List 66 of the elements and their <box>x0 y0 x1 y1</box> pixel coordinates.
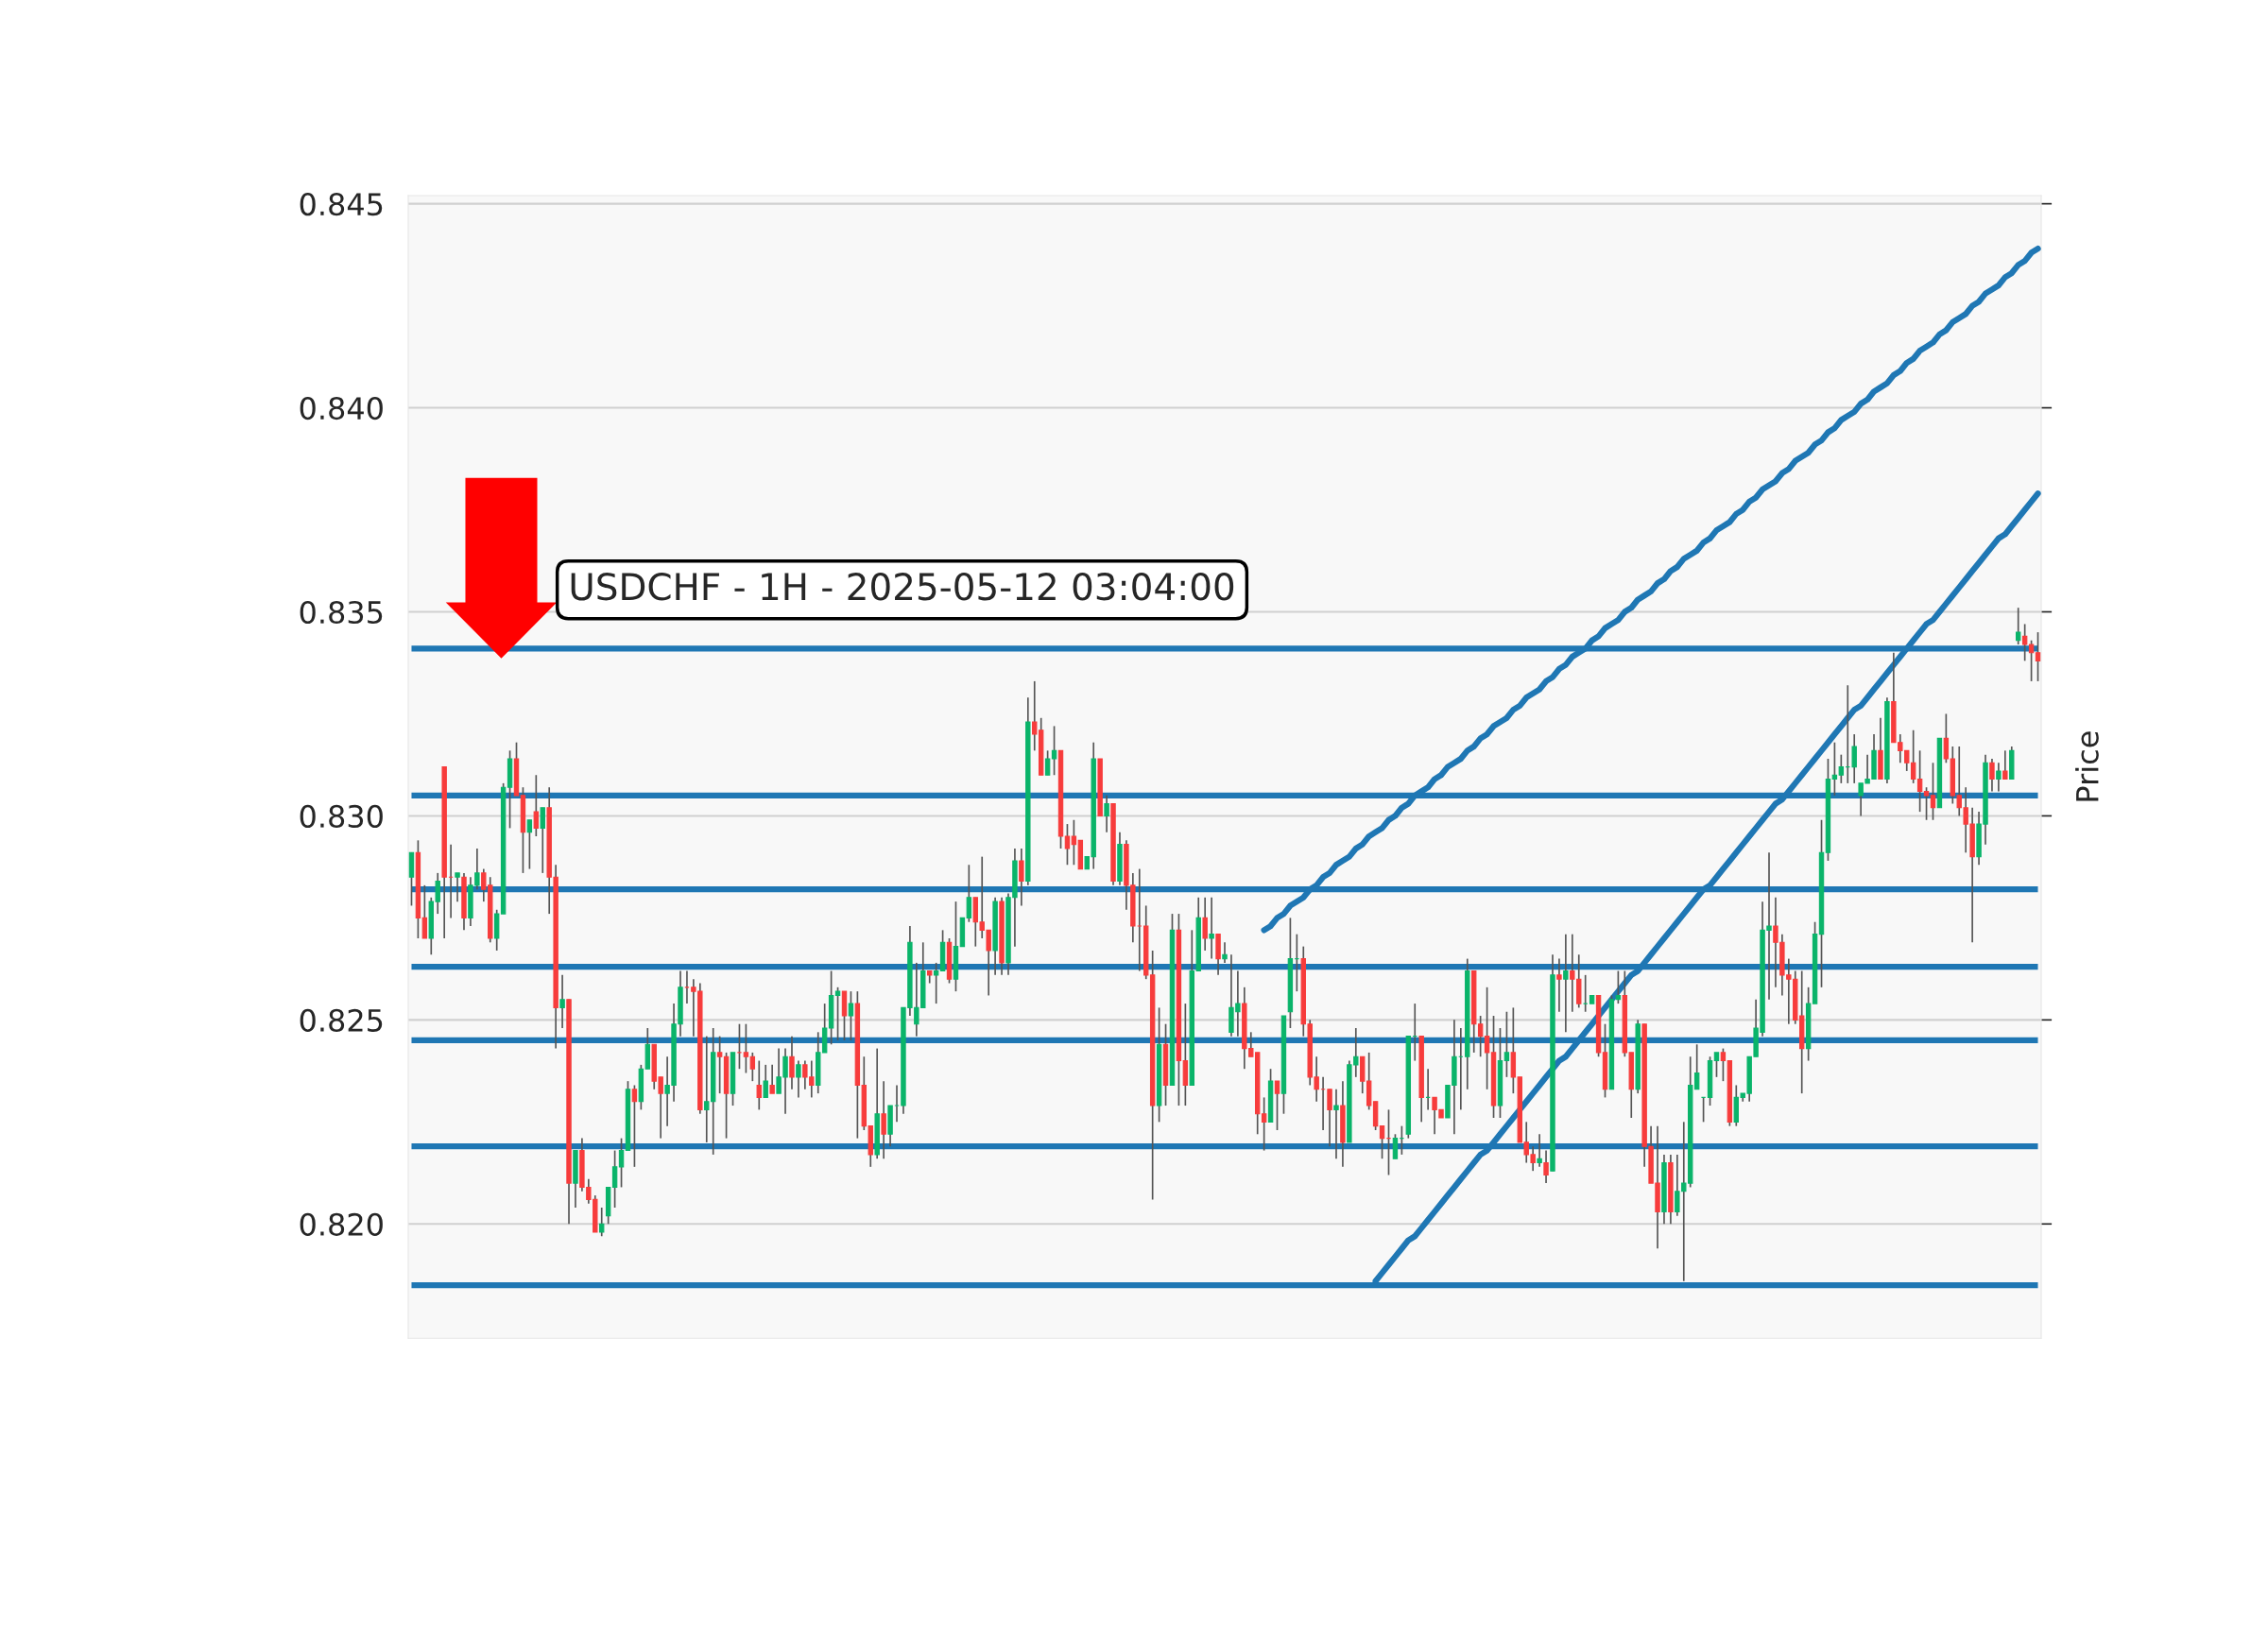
candlestick <box>631 1084 638 1168</box>
y-tick-label: 0.840 <box>300 397 383 420</box>
candlestick <box>848 990 854 1041</box>
candlestick <box>1202 896 1208 952</box>
candlestick <box>1930 762 1936 821</box>
candlestick <box>1713 1052 1720 1078</box>
candlestick <box>1996 762 2002 793</box>
candlestick <box>1943 712 1950 764</box>
candlestick <box>2002 749 2008 781</box>
y-tick-label: 0.825 <box>300 1008 383 1032</box>
candlestick <box>1333 1088 1339 1160</box>
candlestick <box>1543 1149 1549 1184</box>
candlestick <box>769 1064 775 1094</box>
candlestick <box>540 806 545 874</box>
candlestick <box>736 1022 743 1071</box>
candlestick <box>1274 1080 1280 1131</box>
candlestick <box>763 1064 768 1099</box>
candlestick <box>618 1137 625 1189</box>
candlestick <box>1019 848 1024 907</box>
candlestick <box>749 1052 756 1082</box>
candlestick <box>2035 631 2041 682</box>
candlestick <box>743 1022 749 1074</box>
y-tick-label: 0.845 <box>300 193 383 216</box>
candlestick <box>834 986 841 1041</box>
candlestick <box>1989 758 1995 793</box>
candlestick <box>1484 986 1490 1090</box>
candlestick <box>455 872 460 902</box>
candlestick <box>2021 623 2028 662</box>
candlestick <box>933 962 939 1004</box>
candlestick <box>1379 1124 1385 1160</box>
candlestick <box>1071 818 1077 866</box>
candlestick <box>716 1035 723 1094</box>
candlestick <box>1044 749 1051 777</box>
candlestick <box>1537 1133 1542 1168</box>
candlestick <box>1563 933 1569 1034</box>
candlestick <box>533 774 540 837</box>
y-tick-label: 0.830 <box>300 804 383 829</box>
candlestick <box>966 864 972 923</box>
candlestick <box>2028 639 2035 682</box>
candlestick <box>1838 753 1845 784</box>
candlestick <box>1851 733 1857 784</box>
candlestick <box>526 818 533 870</box>
candlestick <box>796 1059 801 1099</box>
candlestick <box>2016 607 2021 645</box>
y-tick-label: 0.835 <box>300 600 383 625</box>
candlestick <box>1222 941 1228 964</box>
candlestick <box>1916 749 1923 813</box>
candlestick <box>789 1035 795 1090</box>
candlestick <box>1556 957 1562 1013</box>
candlestick <box>1051 725 1057 777</box>
text: USDCHF - 1H - 2025-05-12 03:04:00 <box>571 573 1234 601</box>
candlestick <box>1720 1047 1727 1082</box>
candlestick <box>1392 1133 1399 1160</box>
candlestick <box>1327 1088 1332 1148</box>
candlestick <box>1064 823 1071 866</box>
candlestick <box>756 1059 762 1111</box>
candlestick <box>1209 896 1214 960</box>
candlestick <box>611 1149 618 1209</box>
candlestick <box>559 974 565 1029</box>
candlestick <box>881 1080 886 1160</box>
y2-axis-title: Price <box>2075 731 2099 801</box>
candlestick <box>599 1207 605 1238</box>
candlestick <box>1503 1010 1510 1078</box>
y-tick-label: 0.820 <box>300 1212 383 1236</box>
candlestick <box>421 884 428 939</box>
candlestick <box>1104 795 1109 833</box>
